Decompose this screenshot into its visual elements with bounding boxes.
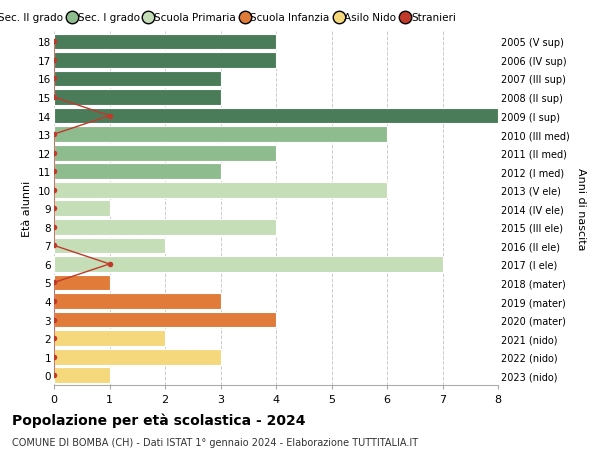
Y-axis label: Anni di nascita: Anni di nascita xyxy=(576,168,586,250)
Text: Popolazione per età scolastica - 2024: Popolazione per età scolastica - 2024 xyxy=(12,413,305,428)
Point xyxy=(49,39,59,46)
Bar xyxy=(54,201,110,217)
Bar xyxy=(54,90,221,106)
Point xyxy=(105,112,115,120)
Point xyxy=(49,205,59,213)
Bar xyxy=(54,108,498,124)
Point xyxy=(49,187,59,194)
Bar xyxy=(54,257,443,272)
Bar xyxy=(54,164,221,180)
Point xyxy=(49,279,59,286)
Bar xyxy=(54,53,276,69)
Point xyxy=(49,353,59,361)
Point xyxy=(49,335,59,342)
Point xyxy=(49,168,59,175)
Bar xyxy=(54,368,110,383)
Bar xyxy=(54,293,221,309)
Point xyxy=(49,224,59,231)
Point xyxy=(49,57,59,64)
Bar xyxy=(54,349,221,365)
Bar xyxy=(54,312,276,328)
Point xyxy=(49,372,59,379)
Bar xyxy=(54,238,165,254)
Legend: Sec. II grado, Sec. I grado, Scuola Primaria, Scuola Infanzia, Asilo Nido, Stran: Sec. II grado, Sec. I grado, Scuola Prim… xyxy=(0,13,456,23)
Bar xyxy=(54,34,276,50)
Bar xyxy=(54,330,165,346)
Point xyxy=(49,242,59,250)
Point xyxy=(49,131,59,139)
Y-axis label: Età alunni: Età alunni xyxy=(22,181,32,237)
Point xyxy=(49,316,59,324)
Point xyxy=(49,298,59,305)
Point xyxy=(105,261,115,268)
Bar xyxy=(54,183,387,198)
Bar xyxy=(54,72,221,87)
Point xyxy=(49,150,59,157)
Text: COMUNE DI BOMBA (CH) - Dati ISTAT 1° gennaio 2024 - Elaborazione TUTTITALIA.IT: COMUNE DI BOMBA (CH) - Dati ISTAT 1° gen… xyxy=(12,437,418,447)
Bar xyxy=(54,146,276,161)
Point xyxy=(49,76,59,83)
Bar xyxy=(54,127,387,143)
Point xyxy=(49,94,59,101)
Bar xyxy=(54,275,110,291)
Bar xyxy=(54,219,276,235)
